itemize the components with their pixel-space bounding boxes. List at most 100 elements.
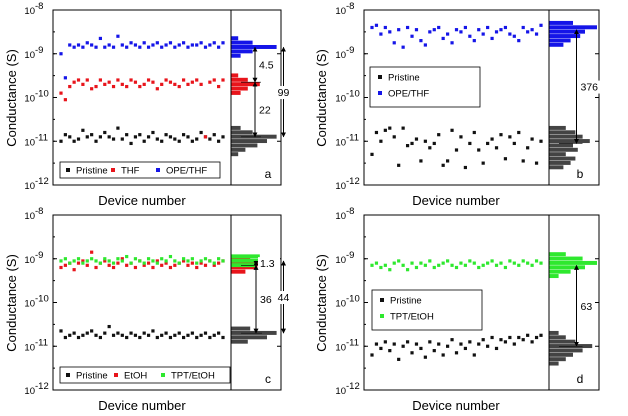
data-point	[181, 133, 186, 137]
data-point	[107, 259, 111, 263]
annotation-label-bg	[258, 257, 280, 271]
data-point	[526, 146, 530, 150]
y-tick-label: 10	[335, 6, 346, 17]
data-point	[133, 43, 138, 47]
data-point	[181, 257, 186, 261]
histogram-bar	[231, 254, 260, 259]
data-point	[450, 41, 454, 45]
histogram-bar	[231, 265, 258, 270]
data-point	[530, 28, 534, 32]
data-point	[508, 32, 512, 36]
data-point	[481, 263, 485, 267]
series-pristine	[370, 126, 543, 170]
data-point	[138, 84, 142, 89]
data-point	[414, 137, 419, 141]
panel-letter: a	[265, 167, 272, 181]
legend: Pristine EtOH TPT/EtOH	[59, 366, 231, 384]
data-point	[72, 259, 76, 263]
data-point	[472, 130, 476, 135]
data-point	[120, 257, 124, 261]
data-point	[146, 261, 151, 265]
data-point	[392, 261, 396, 265]
y-tick-label: 10	[24, 386, 35, 397]
series-ope-thf	[59, 34, 225, 80]
data-point	[459, 135, 463, 139]
data-point	[450, 263, 454, 267]
ratio-annotation: 63	[559, 264, 595, 347]
series-pristine	[370, 333, 543, 361]
histogram-bar	[549, 34, 581, 39]
data-point	[494, 146, 499, 150]
data-point	[383, 25, 387, 30]
data-point	[85, 259, 89, 263]
data-point	[517, 263, 521, 267]
annotation-label: 63	[581, 301, 593, 313]
data-point	[432, 349, 436, 353]
histogram-bar	[231, 125, 241, 130]
data-point	[212, 78, 216, 82]
data-point	[503, 265, 508, 270]
data-point	[76, 137, 81, 141]
data-point	[68, 43, 72, 47]
legend-label: TPT/EtOH	[171, 371, 215, 382]
y-tick-label: 10	[24, 137, 35, 148]
data-point	[173, 333, 177, 337]
y-tick-label: 10	[335, 137, 346, 148]
data-point	[437, 25, 441, 30]
data-point	[142, 261, 146, 265]
histogram-bar	[231, 36, 239, 41]
data-point	[486, 344, 490, 348]
data-point	[76, 43, 81, 47]
data-point	[186, 333, 190, 337]
data-point	[103, 331, 107, 335]
histogram-bar	[549, 29, 585, 34]
data-point	[534, 259, 539, 263]
data-point	[534, 335, 539, 340]
data-point	[446, 344, 450, 348]
data-point	[146, 45, 151, 49]
data-point	[195, 261, 199, 265]
data-point	[397, 357, 401, 361]
data-point	[428, 30, 432, 34]
histogram-bar	[231, 260, 267, 265]
y-tick-label: 10	[24, 94, 35, 105]
histogram-bar	[231, 256, 251, 261]
legend-label: OPE/THF	[166, 166, 207, 177]
legend-box	[59, 161, 221, 179]
data-point	[472, 353, 476, 357]
data-point	[90, 43, 94, 47]
data-point	[120, 333, 124, 337]
data-point	[499, 261, 503, 265]
data-point	[423, 43, 427, 47]
data-point	[481, 338, 485, 342]
legend-label: Pristine	[390, 296, 422, 307]
data-point	[168, 41, 173, 45]
data-point	[383, 340, 387, 344]
data-point	[494, 30, 499, 34]
data-point	[468, 141, 472, 146]
y-tick-exponent: -10	[346, 89, 360, 100]
data-point	[517, 335, 521, 340]
data-point	[85, 78, 89, 82]
histogram-bar	[231, 53, 241, 58]
data-point	[111, 84, 116, 89]
series-ope-thf	[370, 23, 543, 49]
y-tick-exponent: -9	[35, 250, 43, 261]
annotation-label: 44	[278, 292, 290, 304]
data-point	[195, 78, 199, 82]
data-point	[486, 261, 490, 265]
data-point	[85, 41, 89, 45]
data-point	[133, 135, 138, 139]
data-point	[98, 36, 103, 41]
data-point	[472, 39, 476, 43]
data-point	[217, 84, 221, 89]
data-point	[370, 353, 374, 357]
data-point	[125, 335, 129, 340]
histogram-bar	[549, 25, 597, 30]
data-point	[63, 257, 67, 261]
data-point	[401, 344, 405, 348]
data-point	[168, 135, 173, 139]
data-point	[151, 329, 155, 333]
y-tick-label: 10	[335, 181, 346, 192]
